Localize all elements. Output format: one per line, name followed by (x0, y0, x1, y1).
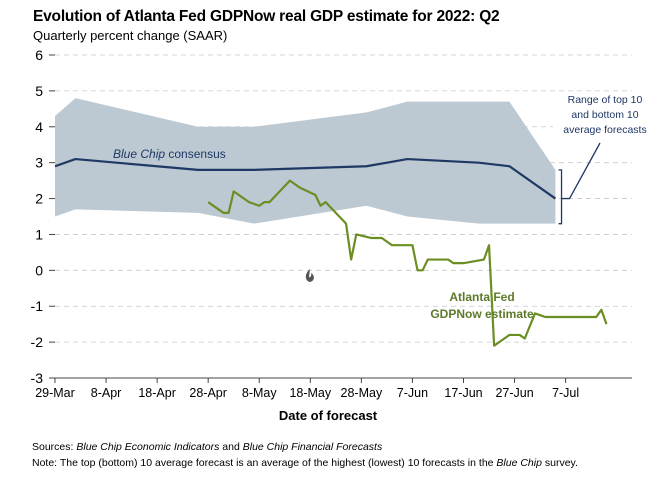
y-tick-label: -1 (31, 298, 44, 314)
x-tick-label: 7-Jul (552, 386, 579, 400)
axis-layer: -3 -2 -1 0 1 2 3 4 5 6 29-Mar 8-Apr 18-Apr 28-Apr 8-Ma… (31, 47, 632, 400)
range-label-line3: average forecasts (563, 124, 647, 136)
y-tick-label: -2 (31, 334, 44, 350)
y-tick-label: 4 (35, 119, 43, 135)
y-tick-label: 3 (35, 155, 43, 171)
note-label: Note: (32, 457, 58, 469)
range-bracket (558, 169, 563, 225)
x-tick-label: 28-Apr (189, 386, 227, 400)
range-pointer-line (561, 142, 601, 200)
gdpnow-label-line2: GDPNow estimate (430, 307, 534, 321)
note-line: Note: The top (bottom) 10 average foreca… (32, 455, 578, 471)
sources-publication-b: Blue Chip Financial Forecasts (242, 441, 383, 453)
range-band (55, 98, 556, 224)
blue-chip-label-suffix: consensus (168, 147, 226, 161)
x-tick-label: 18-May (289, 386, 331, 400)
annotation-layer (305, 142, 601, 282)
y-tick-label: 1 (35, 226, 43, 242)
blue-chip-label-italic: Blue Chip (113, 147, 166, 161)
y-tick-label: 5 (35, 83, 43, 99)
x-axis-label: Date of forecast (279, 408, 378, 423)
y-tick-label: 0 (35, 262, 43, 278)
range-band-layer (55, 98, 556, 224)
note-end: survey. (544, 457, 578, 469)
gdpnow-label-line1: Atlanta Fed (449, 290, 515, 304)
gdpnow-estimate-label: Atlanta Fed GDPNow estimate (418, 289, 546, 323)
range-label-line2: and bottom 10 (571, 109, 639, 121)
series-line-layer (54, 157, 608, 347)
x-tick-label: 8-Apr (91, 386, 122, 400)
y-tick-label: 6 (35, 47, 43, 63)
sources-publication-a: Blue Chip Economic Indicators (76, 441, 220, 453)
x-tick-label: 8-May (242, 386, 277, 400)
x-tick-label: 18-Apr (138, 386, 176, 400)
x-tick-label: 28-May (341, 386, 383, 400)
chart-subtitle: Quarterly percent change (SAAR) (33, 28, 228, 43)
chart-notes: Sources: Blue Chip Economic Indicators a… (32, 439, 578, 471)
watermark-flame-icon (305, 269, 314, 282)
note-italic: Blue Chip (496, 457, 542, 469)
x-tick-label: 7-Jun (397, 386, 428, 400)
y-tick-label: 2 (35, 191, 43, 207)
x-tick-label: 29-Mar (35, 386, 75, 400)
y-tick-label: -3 (31, 370, 44, 386)
gridline-layer (55, 54, 632, 343)
sources-label: Sources: (32, 441, 74, 453)
x-tick-label: 27-Jun (495, 386, 533, 400)
x-tick-label: 17-Jun (444, 386, 482, 400)
sources-and: and (222, 441, 240, 453)
gdpnow-estimate-line (207, 179, 608, 347)
range-annotation-label: Range of top 10 and bottom 10 average fo… (553, 93, 657, 138)
sources-line: Sources: Blue Chip Economic Indicators a… (32, 439, 578, 455)
blue-chip-consensus-label: Blue Chip consensus (113, 147, 226, 161)
note-text: The top (bottom) 10 average forecast is … (59, 457, 494, 469)
chart-title: Evolution of Atlanta Fed GDPNow real GDP… (33, 8, 500, 25)
range-label-line1: Range of top 10 (567, 94, 643, 106)
blue-chip-consensus-line (54, 157, 557, 200)
